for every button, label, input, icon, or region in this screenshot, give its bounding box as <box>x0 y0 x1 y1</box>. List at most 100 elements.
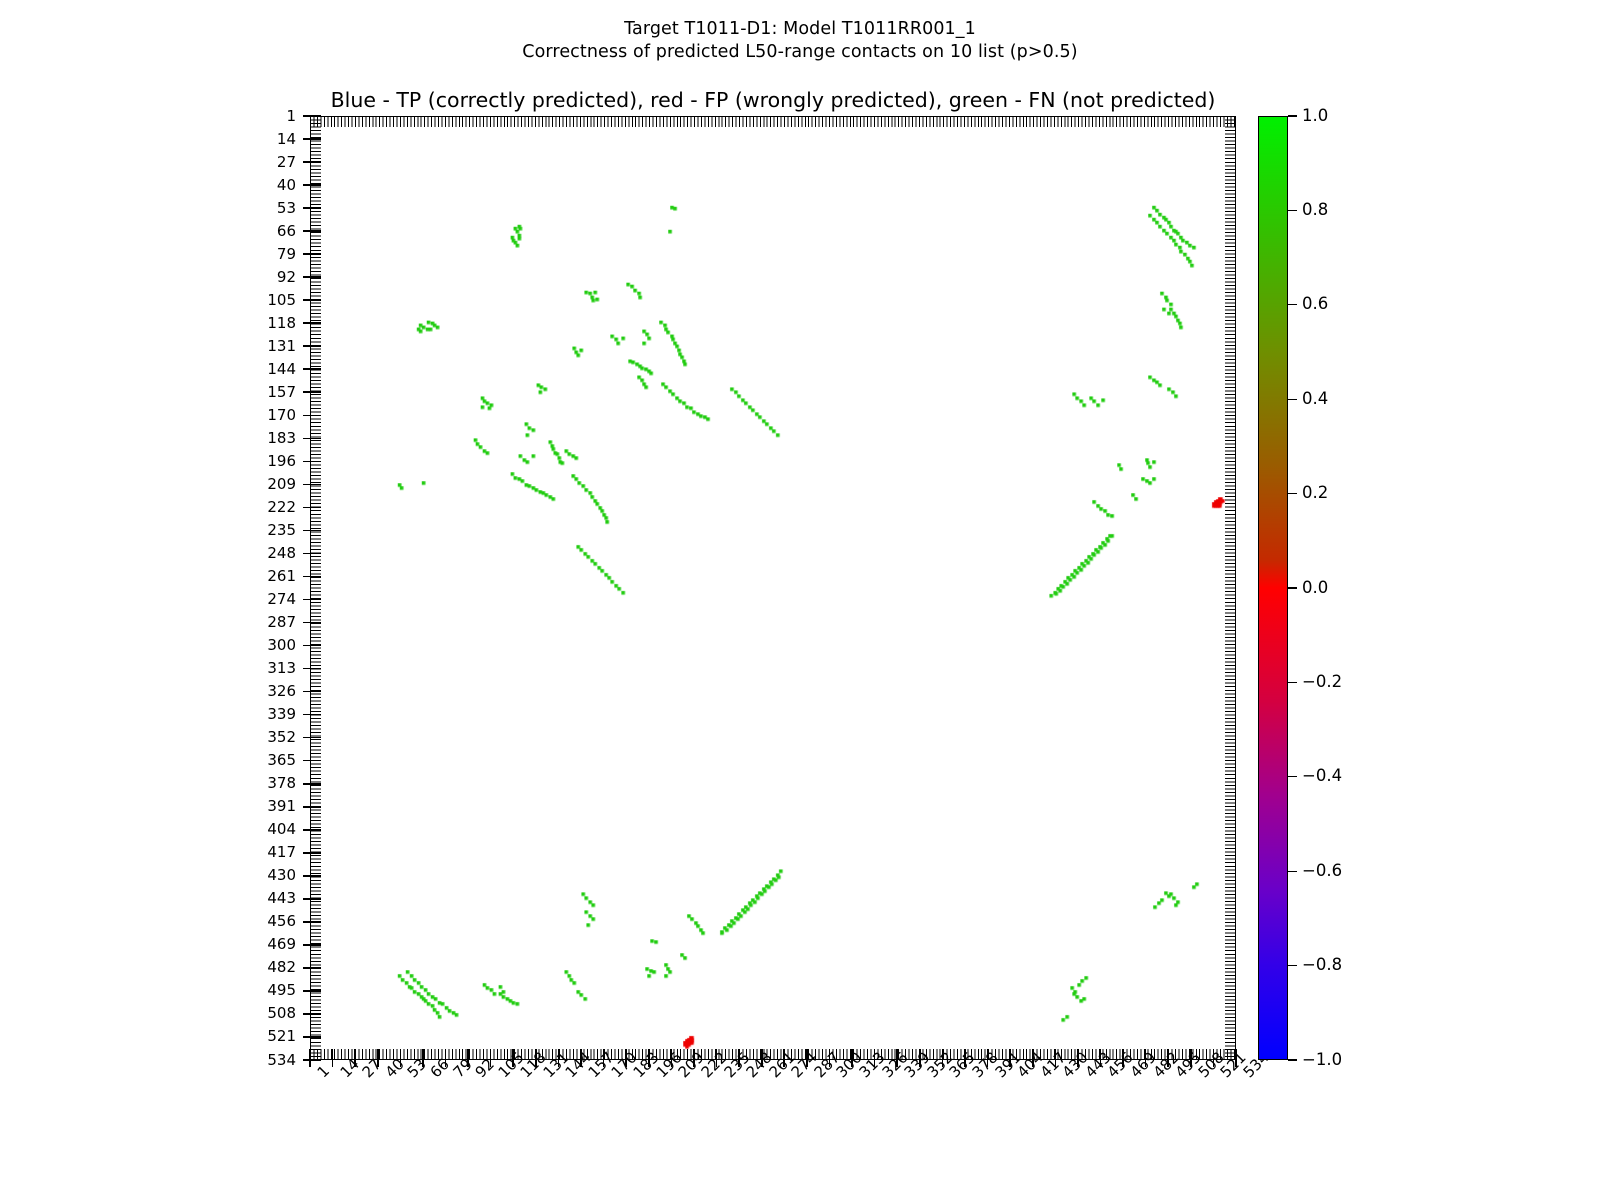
y-axis-tick <box>303 1059 321 1061</box>
chart-title-line-1: Target T1011-D1: Model T1011RR001_1 <box>624 19 976 39</box>
x-axis-tick-label: 66 <box>427 1055 453 1081</box>
x-axis-tick-label: 378 <box>969 1048 1002 1081</box>
colorbar-tick <box>1288 587 1297 589</box>
y-axis-tick-label: 365 <box>267 751 296 770</box>
x-axis-tick-label: 495 <box>1172 1048 1205 1081</box>
colorbar-tick-label: 0.4 <box>1302 388 1329 408</box>
colorbar-tick-label: −0.8 <box>1302 955 1343 975</box>
colorbar-tick-label: 0.0 <box>1302 577 1329 597</box>
y-axis-tick <box>303 713 321 716</box>
x-axis-tick-label: 456 <box>1104 1048 1137 1081</box>
x-axis-tick-label: 27 <box>359 1055 385 1081</box>
colorbar-tick-label: 0.2 <box>1302 483 1329 503</box>
y-axis-tick <box>303 759 321 762</box>
colorbar-tick <box>1288 776 1297 778</box>
y-axis-tick <box>303 161 321 163</box>
y-axis-tick <box>303 184 321 186</box>
y-axis-tick <box>303 414 321 417</box>
x-axis-tick <box>964 1049 966 1067</box>
x-axis-tick <box>376 1049 379 1067</box>
x-axis-tick <box>896 1049 898 1067</box>
x-axis-tick <box>1235 1049 1237 1067</box>
x-axis-tick <box>986 1049 989 1067</box>
chart-title-line-2: Correctness of predicted L50-range conta… <box>522 42 1078 62</box>
y-axis-tick-label: 183 <box>267 428 296 447</box>
y-axis-tick <box>303 483 321 486</box>
y-axis-tick-label: 300 <box>267 636 296 655</box>
y-axis-tick-label: 105 <box>267 290 296 309</box>
x-axis-tick <box>1054 1049 1057 1067</box>
y-axis-tick <box>303 667 321 670</box>
y-axis-tick-label: 339 <box>267 705 296 724</box>
x-axis-tick <box>1190 1049 1192 1067</box>
y-axis-tick <box>303 1013 321 1015</box>
y-axis-tick-label: 66 <box>276 221 296 240</box>
x-axis-tick <box>399 1049 402 1067</box>
x-axis-tick-label: 105 <box>494 1048 527 1081</box>
y-axis-tick <box>303 253 321 255</box>
x-axis-tick-label: 196 <box>652 1048 685 1081</box>
x-axis-tick-label: 157 <box>585 1048 618 1081</box>
x-axis-tick <box>1144 1049 1147 1067</box>
x-axis-tick-label: 183 <box>630 1048 663 1081</box>
y-axis-tick-label: 274 <box>267 590 296 608</box>
x-axis-tick <box>467 1049 469 1067</box>
y-axis-tick-label: 53 <box>276 198 296 217</box>
x-axis-tick <box>919 1049 921 1067</box>
x-axis-tick <box>625 1049 627 1067</box>
x-axis-tick <box>738 1049 740 1067</box>
x-axis-tick <box>1009 1049 1011 1067</box>
y-axis-tick <box>303 276 321 278</box>
y-axis-tick-label: 170 <box>267 405 296 424</box>
colorbar-tick-label: 0.8 <box>1302 199 1329 219</box>
colorbar-tick <box>1288 209 1297 212</box>
x-axis-tick-label: 209 <box>675 1048 708 1081</box>
y-axis-tick-label: 92 <box>276 267 296 286</box>
contact-map-canvas[interactable] <box>311 117 1235 1059</box>
x-axis-tick-label: 339 <box>901 1048 934 1081</box>
y-axis-tick <box>303 115 321 117</box>
x-axis-tick <box>715 1049 718 1067</box>
x-axis-tick-label: 92 <box>472 1055 498 1081</box>
x-axis-tick-label: 391 <box>991 1048 1024 1081</box>
y-axis-tick-label: 40 <box>276 175 296 194</box>
x-axis-tick <box>647 1049 650 1067</box>
x-axis-tick <box>828 1049 831 1067</box>
y-axis-tick <box>303 230 321 232</box>
y-axis-tick <box>303 851 321 854</box>
x-axis-tick-label: 482 <box>1149 1048 1182 1081</box>
y-axis-tick <box>303 898 321 900</box>
y-axis-tick-label: 430 <box>267 866 296 885</box>
y-axis-tick <box>303 782 321 785</box>
x-axis-tick-label: 313 <box>856 1048 889 1081</box>
colorbar-tick-label: 0.6 <box>1302 294 1329 314</box>
x-axis-tick-label: 352 <box>923 1048 956 1081</box>
y-axis-tick-label: 313 <box>267 659 296 678</box>
y-axis-tick-label: 248 <box>267 543 296 562</box>
x-axis-tick-label: 222 <box>698 1048 731 1081</box>
colorbar-tick <box>1288 1059 1297 1061</box>
x-axis-tick <box>1099 1049 1102 1067</box>
y-axis-tick-label: 235 <box>267 520 296 539</box>
x-axis-tick <box>354 1049 356 1067</box>
x-axis-tick-label: 53 <box>404 1055 430 1081</box>
colorbar[interactable] <box>1258 116 1288 1060</box>
x-axis-tick <box>941 1049 944 1067</box>
y-axis-tick-label: 456 <box>267 912 296 931</box>
x-axis-tick-label: 521 <box>1217 1048 1250 1081</box>
y-axis-tick-label: 391 <box>267 797 296 816</box>
x-axis-tick-label: 261 <box>765 1048 798 1081</box>
x-axis-tick <box>760 1049 763 1067</box>
x-axis-tick <box>422 1049 424 1067</box>
x-axis-tick <box>602 1049 605 1067</box>
y-axis-tick <box>303 921 321 923</box>
x-axis-tick-label: 144 <box>562 1048 595 1081</box>
colorbar-tick <box>1288 398 1297 400</box>
y-axis-tick <box>303 967 321 969</box>
y-axis-tick <box>303 138 321 140</box>
contact-map-plot-area[interactable] <box>310 116 1236 1060</box>
y-axis-tick <box>303 644 321 647</box>
y-axis-tick-label: 79 <box>276 244 296 263</box>
y-axis-tick <box>303 529 321 532</box>
y-axis-tick-label: 157 <box>267 382 296 401</box>
